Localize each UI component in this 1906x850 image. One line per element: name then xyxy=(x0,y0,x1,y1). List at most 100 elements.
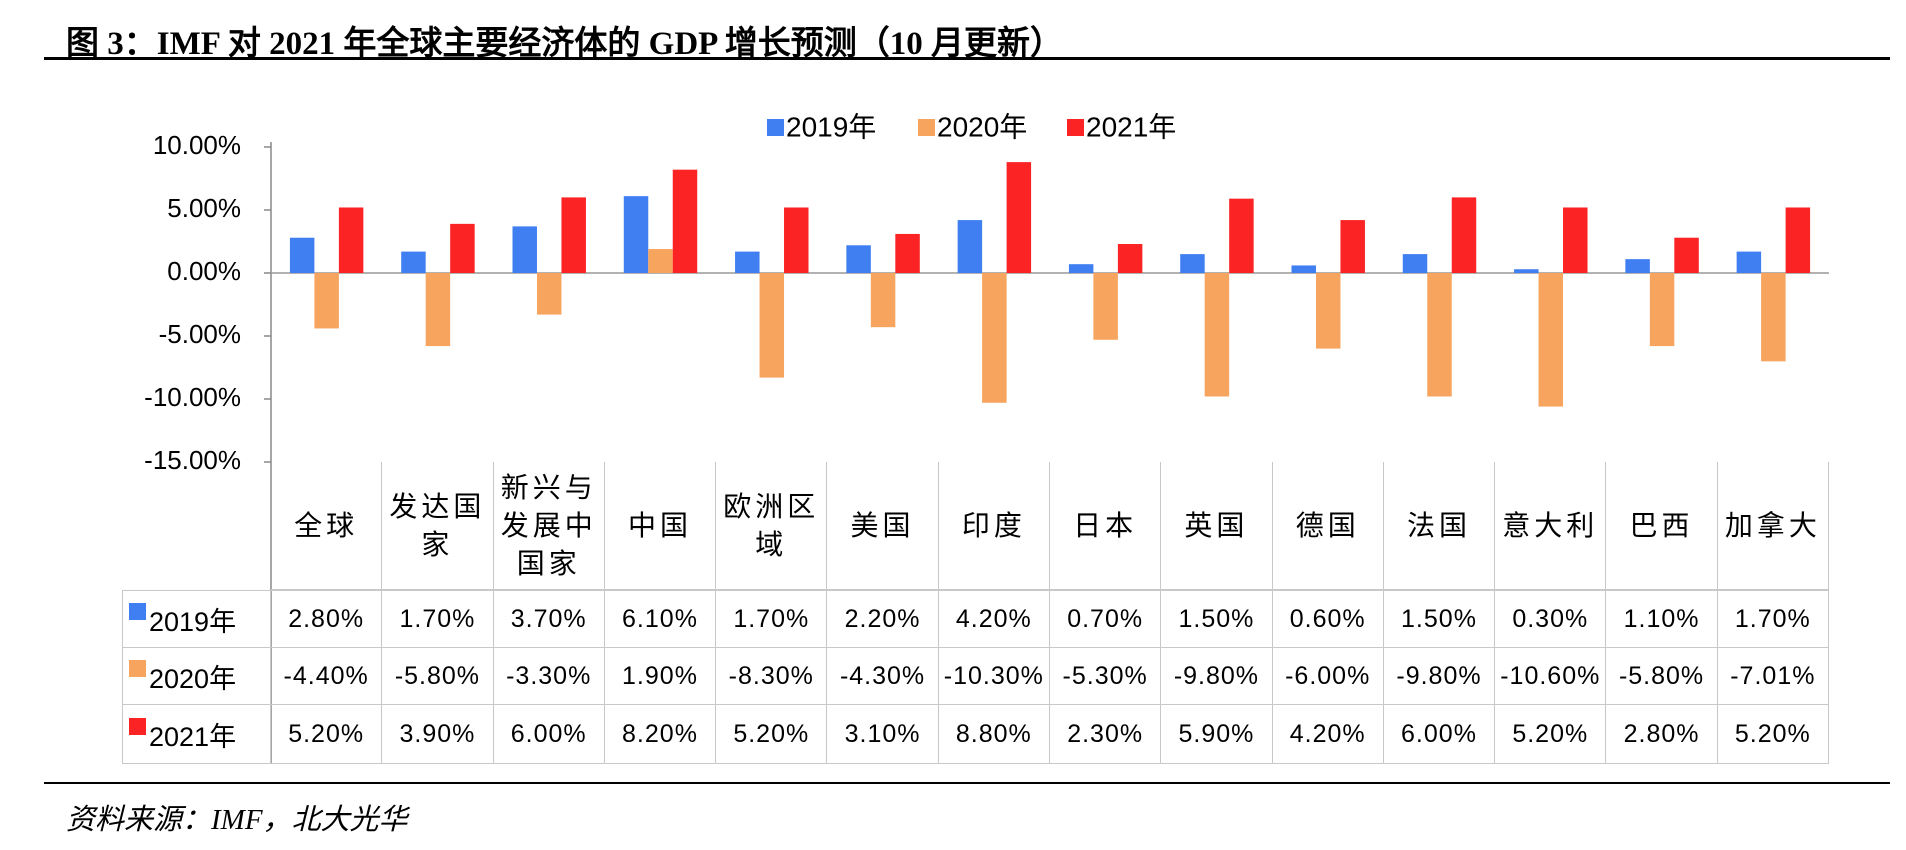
row-label: 2019年 xyxy=(149,606,237,637)
table-value: 5.90% xyxy=(1161,705,1273,764)
table-value: -7.01% xyxy=(1717,648,1829,705)
table-value: 0.60% xyxy=(1272,590,1384,648)
legend-swatch xyxy=(1067,119,1084,136)
table-value: 6.00% xyxy=(1383,705,1496,764)
bar xyxy=(1093,273,1118,340)
table-value: 5.20% xyxy=(716,705,828,764)
bar xyxy=(1340,220,1365,273)
legend-label: 2020年 xyxy=(937,111,1027,142)
table-value: -8.30% xyxy=(716,648,828,705)
y-tick-label: -5.00% xyxy=(159,319,241,349)
bar xyxy=(1514,269,1539,273)
table-value: -5.80% xyxy=(1606,648,1718,705)
bar xyxy=(1204,273,1230,397)
bar xyxy=(1291,265,1316,273)
bar xyxy=(784,207,809,273)
table-value: 4.20% xyxy=(938,590,1050,648)
table-value: 3.70% xyxy=(493,590,605,648)
legend-label: 2019年 xyxy=(786,111,876,142)
legend-swatch xyxy=(918,119,935,136)
bar xyxy=(1451,197,1477,273)
bar xyxy=(957,220,983,273)
bar xyxy=(314,273,339,329)
bar xyxy=(425,273,451,347)
bar xyxy=(1761,273,1786,362)
table-value: -10.60% xyxy=(1495,648,1607,705)
table-value: 0.70% xyxy=(1050,590,1162,648)
bar xyxy=(338,207,364,273)
bar xyxy=(401,251,426,273)
table-value: -3.30% xyxy=(493,648,605,705)
bar xyxy=(1180,254,1205,273)
bar xyxy=(536,273,562,315)
bar xyxy=(1625,259,1650,273)
bar xyxy=(1674,237,1699,273)
row-swatch xyxy=(129,717,146,735)
table-value: -5.80% xyxy=(382,648,494,705)
row-swatch xyxy=(129,602,146,620)
category-label: 意大利 xyxy=(1495,462,1607,590)
bar xyxy=(1563,207,1588,273)
table-value: 5.20% xyxy=(1495,705,1607,764)
table-value: 8.80% xyxy=(938,705,1050,764)
legend-swatch xyxy=(767,119,784,136)
bar xyxy=(450,223,475,273)
category-label: 美国 xyxy=(827,462,939,590)
y-tick-label: -10.00% xyxy=(144,382,241,412)
bar xyxy=(1117,244,1143,273)
table-value: 5.20% xyxy=(1717,705,1829,764)
table-value: 1.50% xyxy=(1383,590,1496,648)
category-label: 印度 xyxy=(938,462,1050,590)
table-value: 3.90% xyxy=(382,705,494,764)
y-tick-label: 10.00% xyxy=(153,130,241,160)
source-rule xyxy=(44,782,1890,784)
category-label: 日本 xyxy=(1050,462,1162,590)
bar xyxy=(1785,207,1811,273)
category-label: 英国 xyxy=(1161,462,1273,590)
row-header: 2020年 xyxy=(122,648,271,705)
bar xyxy=(672,169,698,273)
bar xyxy=(1229,198,1254,273)
table-value: -4.40% xyxy=(271,648,383,705)
bar xyxy=(759,273,785,378)
row-header: 2019年 xyxy=(122,590,271,648)
category-label: 加拿大 xyxy=(1717,462,1829,590)
y-tick-label: 0.00% xyxy=(167,256,241,286)
bar xyxy=(512,226,537,273)
bar xyxy=(561,197,586,273)
chart-title: 图 3：IMF 对 2021 年全球主要经济体的 GDP 增长预测（10 月更新… xyxy=(66,26,1064,62)
bar xyxy=(895,233,920,273)
table-value: 1.50% xyxy=(1161,590,1273,648)
table-value: 3.10% xyxy=(827,705,939,764)
y-tick-label: -15.00% xyxy=(144,445,241,475)
row-header: 2021年 xyxy=(122,705,271,764)
legend-label: 2021年 xyxy=(1086,111,1176,142)
bar xyxy=(846,245,871,273)
bar xyxy=(870,273,896,328)
category-label: 法国 xyxy=(1383,462,1496,590)
category-label: 德国 xyxy=(1272,462,1384,590)
bar xyxy=(1402,254,1428,273)
title-rule xyxy=(44,57,1890,60)
y-tick-label: 5.00% xyxy=(167,193,241,223)
table-value: 1.70% xyxy=(716,590,828,648)
table-value: -5.30% xyxy=(1050,648,1162,705)
category-label: 全球 xyxy=(271,462,383,590)
bar xyxy=(1315,273,1341,349)
bar xyxy=(289,237,315,273)
table-value: 6.10% xyxy=(604,590,717,648)
table-value: 8.20% xyxy=(604,705,717,764)
row-swatch xyxy=(129,659,146,677)
table-value: 2.20% xyxy=(827,590,939,648)
category-label: 新兴与发展中国家 xyxy=(493,462,605,590)
bar xyxy=(735,251,760,273)
table-value: 1.90% xyxy=(604,648,717,705)
row-label: 2020年 xyxy=(149,663,237,694)
table-value: 6.00% xyxy=(493,705,605,764)
table-value: 0.30% xyxy=(1495,590,1607,648)
category-label: 中国 xyxy=(604,462,717,590)
table-value: -4.30% xyxy=(827,648,939,705)
bar xyxy=(1068,264,1094,273)
